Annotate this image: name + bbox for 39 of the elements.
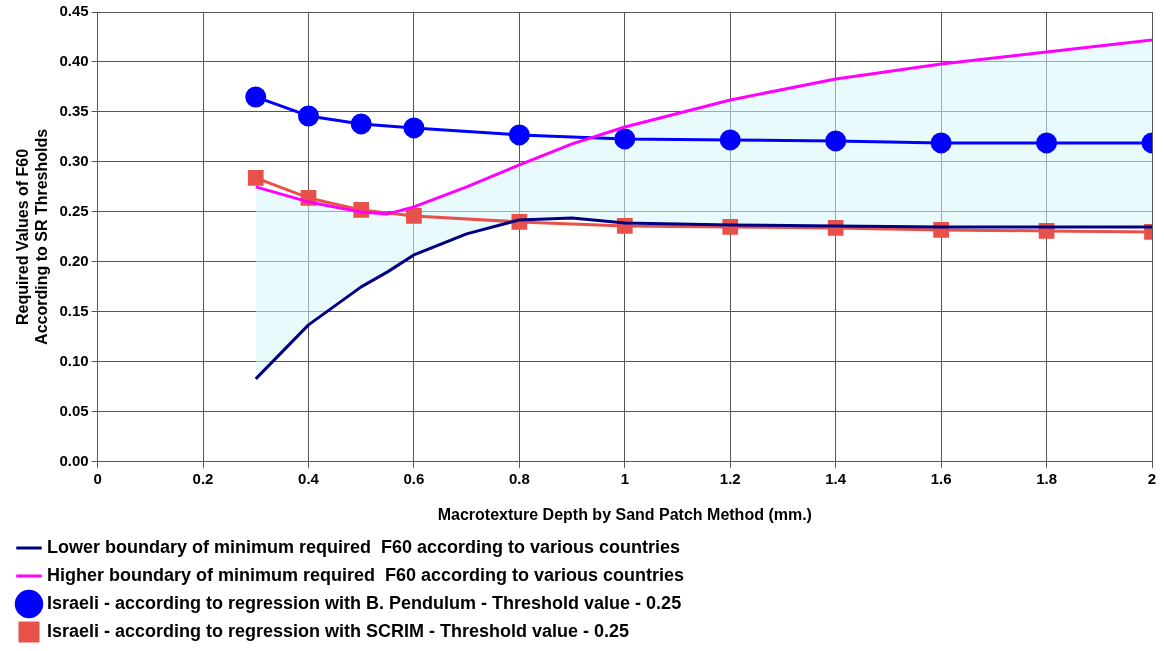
- point: [508, 124, 530, 146]
- x-tick-label: 0.8: [508, 469, 530, 487]
- y-tick-label: 0.05: [59, 401, 89, 419]
- x-tick-label: 0.2: [192, 469, 214, 487]
- x-tick-label: 0: [93, 469, 102, 487]
- point: [1036, 132, 1058, 154]
- legend-label: Israeli - according to regression with B. Pendulum - Threshold value - 0.25: [47, 592, 682, 613]
- point: [930, 132, 952, 154]
- y-tick-label: 0.40: [59, 52, 89, 70]
- y-tick-label: 0.25: [59, 202, 89, 220]
- legend-label: Lower boundary of minimum required F60 according to various countries: [47, 536, 681, 557]
- x-tick-label: 1.2: [719, 469, 741, 487]
- x-tick-label: 1.4: [825, 469, 847, 487]
- point: [719, 129, 741, 151]
- y-tick-label: 0.20: [59, 252, 89, 270]
- point: [403, 117, 425, 139]
- legend-label: Israeli - according to regression with SCRIM - Threshold value - 0.25: [47, 620, 630, 641]
- point: [825, 130, 847, 152]
- x-tick-label: 0.4: [298, 469, 320, 487]
- y-tick-label: 0.15: [59, 302, 89, 320]
- x-tick-label: 1: [620, 469, 629, 487]
- point: [247, 170, 264, 186]
- x-tick-label: 0.6: [403, 469, 425, 487]
- y-tick-label: 0.35: [59, 102, 89, 120]
- legend-label: Higher boundary of minimum required F60 according to various countries: [47, 564, 685, 585]
- point: [350, 113, 372, 135]
- point: [406, 208, 422, 224]
- x-tick-label: 1.6: [930, 469, 952, 487]
- y-tick-label: 0.10: [59, 351, 89, 369]
- x-tick-label: 2: [1147, 469, 1157, 487]
- y-axis-title: Required Values of F60 According to SR Thresholds: [14, 128, 51, 345]
- y-tick-label: 0.30: [59, 152, 89, 170]
- x-tick-label: 1.8: [1036, 469, 1057, 487]
- point: [614, 128, 636, 150]
- y-tick-label: 0.00: [59, 451, 89, 469]
- point: [297, 105, 319, 127]
- y-tick-label: 0.45: [59, 2, 89, 20]
- x-axis-title: Macrotexture Depth by Sand Patch Method (mm.): [437, 505, 812, 523]
- point: [245, 86, 267, 108]
